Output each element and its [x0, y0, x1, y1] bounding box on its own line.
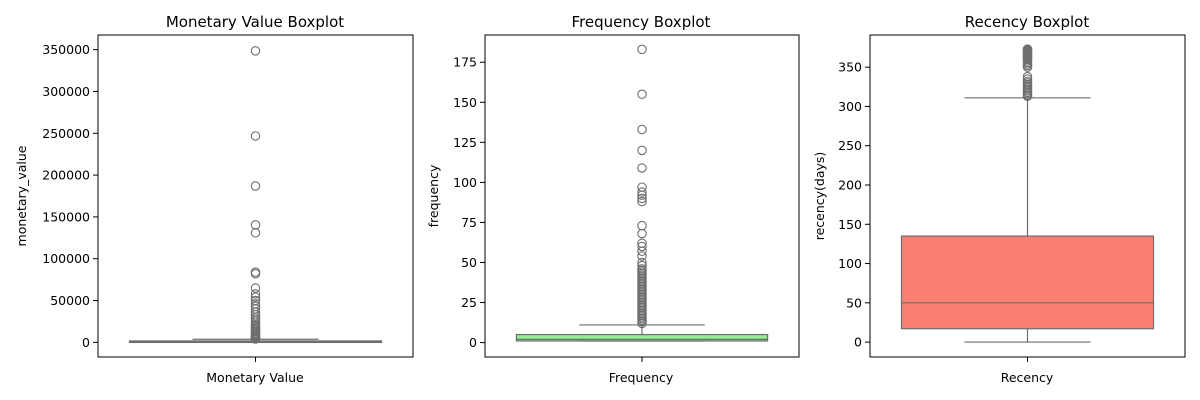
outlier-point: [250, 334, 261, 344]
outlier-point: [250, 289, 261, 299]
x-tick-label: Frequency: [609, 370, 674, 385]
y-tick-label: 350000: [42, 42, 90, 57]
y-tick-label: 100: [838, 256, 862, 271]
y-tick-label: 150: [838, 217, 862, 232]
outlier-point: [637, 241, 647, 252]
y-tick-label: 150: [453, 95, 477, 110]
y-tick-label: 50: [846, 295, 862, 310]
monetary-value-panel: Monetary Value Boxplot monetary_value Mo…: [14, 13, 414, 385]
y-tick-label: 175: [453, 55, 477, 70]
y-tick-label: 75: [461, 215, 477, 230]
y-tick-label: 0: [82, 335, 90, 350]
y-tick-label: 100: [453, 175, 477, 190]
outlier-point: [250, 46, 261, 56]
recency-panel: Recency Boxplot recency(days) Recency 0 5…: [812, 13, 1186, 385]
y-tick-label: 300000: [42, 84, 90, 99]
y-axis-label: frequency: [426, 164, 441, 227]
y-tick-label: 0: [854, 335, 862, 350]
outlier-point: [637, 246, 647, 257]
y-tick-label: 125: [453, 135, 477, 150]
outlier-point: [637, 193, 647, 204]
y-tick-label: 350: [838, 60, 862, 75]
outlier-point: [637, 190, 647, 200]
outlier-point: [250, 269, 261, 279]
y-tick-label: 200000: [42, 168, 90, 183]
plot-frame: [97, 34, 414, 358]
y-tick-label: 150000: [42, 209, 90, 224]
outlier-point: [637, 251, 647, 261]
outlier-point: [1022, 91, 1033, 102]
y-tick-label: 50: [461, 255, 477, 270]
x-tick-label: Recency: [1001, 370, 1054, 385]
box: [900, 235, 1155, 330]
outlier-point: [637, 163, 647, 173]
y-tick-label: 50000: [50, 293, 90, 308]
y-tick-label: 300: [838, 99, 862, 114]
outlier-point: [637, 182, 647, 192]
outlier-point: [637, 318, 647, 329]
outlier-point: [637, 220, 647, 231]
outlier-point: [1022, 62, 1033, 72]
plot-frame: [484, 34, 800, 358]
y-tick-label: 200: [838, 178, 862, 193]
outlier-point: [250, 283, 261, 293]
plot-frame: [869, 34, 1186, 358]
outlier-point: [637, 44, 647, 55]
outlier-point: [637, 196, 647, 207]
y-tick-label: 0: [469, 335, 477, 350]
outlier-point: [250, 181, 261, 191]
y-tick-label: 250: [838, 138, 862, 153]
outlier-point: [637, 124, 647, 135]
outlier-point: [250, 292, 261, 302]
x-tick-label: Monetary Value: [206, 370, 304, 385]
outlier-point: [250, 131, 261, 141]
frequency-panel: Frequency Boxplot frequency Frequency 0 2…: [426, 13, 800, 385]
y-axis-label: monetary_value: [14, 145, 29, 246]
outlier-point: [637, 187, 647, 197]
outlier-point: [250, 220, 261, 230]
outlier-point: [637, 89, 647, 100]
outlier-point: [250, 228, 261, 238]
chart-title: Frequency Boxplot: [572, 13, 711, 31]
outlier-point: [637, 228, 647, 239]
box: [515, 333, 769, 342]
y-axis-label: recency(days): [812, 152, 827, 241]
chart-title: Recency Boxplot: [965, 13, 1090, 31]
y-tick-label: 25: [461, 295, 477, 310]
chart-title: Monetary Value Boxplot: [166, 13, 344, 31]
y-tick-label: 100000: [42, 251, 90, 266]
outlier-point: [637, 145, 647, 156]
y-tick-label: 250000: [42, 126, 90, 141]
